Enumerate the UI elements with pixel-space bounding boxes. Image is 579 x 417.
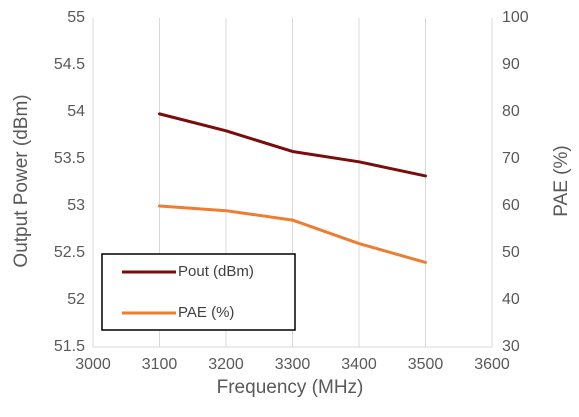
y-tick-label: 54 <box>67 103 85 120</box>
x-tick-labels: 3000 3100 3200 3300 3400 3500 3600 <box>75 356 510 373</box>
legend-label-pae: PAE (%) <box>178 304 234 321</box>
y2-tick-label: 100 <box>502 9 529 26</box>
y-tick-labels: 51.5 52 52.5 53 53.5 54 54.5 55 <box>54 9 85 355</box>
legend-box <box>101 253 296 331</box>
x-tick-label: 3200 <box>208 356 244 373</box>
legend: Pout (dBm) PAE (%) <box>101 253 296 331</box>
y-tick-label: 52.5 <box>54 244 85 261</box>
y2-tick-label: 60 <box>502 197 520 214</box>
x-tick-label: 3300 <box>275 356 311 373</box>
y2-tick-label: 80 <box>502 103 520 120</box>
y-tick-label: 52 <box>67 291 85 308</box>
x-tick-label: 3100 <box>142 356 178 373</box>
y2-tick-label: 30 <box>502 338 520 355</box>
y2-tick-label: 70 <box>502 150 520 167</box>
x-tick-label: 3400 <box>341 356 377 373</box>
y2-tick-label: 40 <box>502 291 520 308</box>
x-tick-label: 3500 <box>408 356 444 373</box>
x-tick-label: 3000 <box>75 356 111 373</box>
y-tick-label: 55 <box>67 9 85 26</box>
y2-tick-labels: 30 40 50 60 70 80 90 100 <box>502 9 529 355</box>
y-tick-label: 54.5 <box>54 56 85 73</box>
x-axis-title: Frequency (MHz) <box>217 377 364 398</box>
y-tick-label: 53.5 <box>54 150 85 167</box>
y-tick-label: 53 <box>67 197 85 214</box>
series-lines <box>158 112 427 264</box>
y2-tick-label: 50 <box>502 244 520 261</box>
y2-tick-label: 90 <box>502 56 520 73</box>
series-line-pout <box>158 112 427 178</box>
legend-label-pout: Pout (dBm) <box>178 263 254 280</box>
x-tick-label: 3600 <box>474 356 510 373</box>
y-axis-title: Output Power (dBm) <box>11 94 32 267</box>
grid-lines <box>92 18 493 347</box>
series-line-pae <box>158 204 427 264</box>
y2-axis-title: PAE (%) <box>551 145 572 216</box>
y-tick-label: 51.5 <box>54 338 85 355</box>
